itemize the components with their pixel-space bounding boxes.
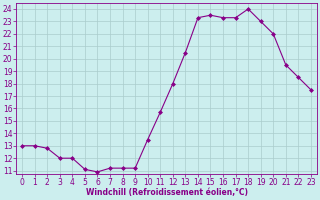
X-axis label: Windchill (Refroidissement éolien,°C): Windchill (Refroidissement éolien,°C) — [85, 188, 248, 197]
